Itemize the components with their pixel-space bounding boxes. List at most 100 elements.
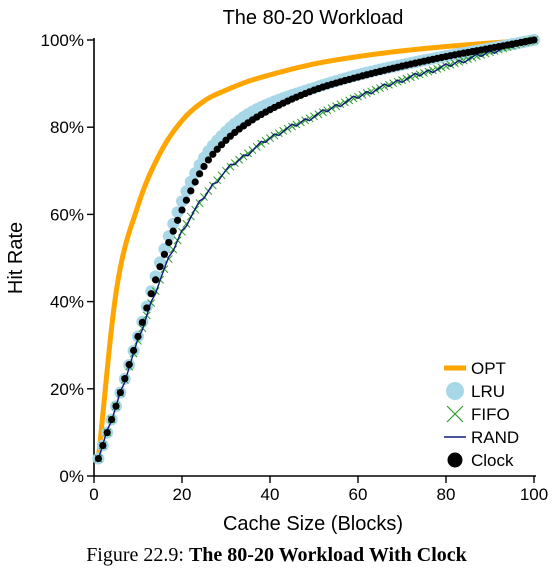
data-point-clock (156, 263, 164, 271)
data-point-lru (158, 243, 171, 256)
data-point-fifo (459, 56, 468, 65)
y-tick-label: 40% (50, 293, 84, 312)
data-point-clock (152, 276, 160, 284)
data-point-clock (187, 187, 195, 195)
series-line-opt (95, 37, 537, 462)
y-tick-label: 60% (50, 205, 84, 224)
y-axis-label: Hit Rate (5, 222, 27, 294)
series-clock (94, 36, 538, 463)
data-point-fifo (292, 120, 301, 129)
data-point-fifo (442, 62, 450, 71)
data-point-fifo (288, 122, 296, 131)
data-point-fifo (354, 92, 362, 101)
x-axis-label: Cache Size (Blocks) (223, 513, 403, 535)
data-point-clock (116, 388, 124, 397)
data-point-clock (182, 196, 190, 204)
x-tick-label: 20 (173, 485, 192, 504)
data-point-clock (160, 250, 168, 258)
chart-title: The 80-20 Workload (223, 7, 404, 29)
data-point-clock (99, 441, 107, 450)
legend-item-opt: OPT (444, 359, 506, 378)
data-point-clock (125, 360, 133, 369)
legend-swatch-fifo (446, 405, 464, 423)
data-point-clock (130, 346, 138, 355)
data-point-fifo (332, 102, 340, 111)
data-point-clock (196, 170, 204, 178)
data-point-fifo (270, 131, 279, 140)
data-point-clock (121, 375, 129, 383)
data-point-fifo (367, 87, 376, 96)
x-tick-label: 60 (349, 485, 368, 504)
legend-swatch-clock (447, 452, 463, 468)
legend-label-clock: Clock (471, 451, 514, 470)
data-point-fifo (274, 129, 283, 138)
y-tick-label: 0% (59, 467, 84, 486)
data-point-clock (178, 206, 186, 214)
chart: The 80-20 Workload Hit Rate Cache Size (… (5, 7, 549, 535)
caption-title: The 80-20 Workload With Clock (188, 544, 467, 566)
data-point-fifo (393, 77, 402, 86)
x-tick-label: 80 (437, 485, 456, 504)
data-point-clock (169, 227, 177, 235)
data-point-clock (204, 156, 212, 164)
legend-swatch-lru (446, 382, 464, 400)
data-point-fifo (446, 60, 455, 69)
data-point-fifo (239, 152, 248, 161)
data-point-fifo (336, 100, 345, 109)
data-point-clock (191, 178, 199, 186)
legend-label-fifo: FIFO (471, 405, 510, 424)
data-point-clock (213, 145, 221, 153)
data-point-clock (147, 290, 155, 298)
data-point-clock (108, 415, 116, 424)
series-line-rand (97, 38, 535, 460)
data-point-clock (112, 402, 120, 410)
x-tick-label: 40 (261, 485, 280, 504)
data-point-clock (530, 36, 538, 44)
data-point-fifo (455, 57, 464, 66)
data-point-fifo (424, 67, 433, 76)
data-point-fifo (261, 136, 270, 145)
series-opt (95, 37, 537, 462)
data-point-clock (209, 150, 217, 158)
caption-figure-label: Figure 22.9: (86, 544, 184, 566)
legend-item-fifo: FIFO (446, 405, 510, 424)
legend-label-lru: LRU (471, 382, 505, 401)
y-tick-label: 80% (50, 118, 84, 137)
data-point-fifo (301, 116, 310, 125)
data-point-clock (103, 429, 111, 437)
legend-item-rand: RAND (444, 428, 519, 447)
axes: 0 20 40 60 80 100 0% 20% 40% 60% 80% 100% (41, 31, 549, 504)
series-layer (92, 34, 540, 465)
data-point-clock (134, 332, 142, 341)
legend-item-clock: Clock (447, 451, 514, 470)
data-point-clock (94, 454, 102, 463)
data-point-fifo (362, 89, 371, 98)
x-tick-label: 0 (89, 485, 98, 504)
data-point-fifo (428, 66, 437, 75)
data-point-clock (143, 304, 151, 312)
data-point-fifo (318, 108, 327, 117)
data-point-fifo (415, 70, 424, 79)
data-point-clock (200, 162, 208, 171)
series-rand (97, 38, 535, 460)
data-point-fifo (349, 94, 358, 103)
legend: OPT LRU FIFO RAND Clock (444, 359, 519, 470)
data-point-clock (165, 238, 173, 247)
data-point-fifo (384, 80, 393, 89)
y-tick-label: 20% (50, 380, 84, 399)
legend-label-rand: RAND (471, 428, 519, 447)
data-point-fifo (380, 82, 389, 91)
legend-label-opt: OPT (471, 359, 506, 378)
data-point-fifo (230, 159, 239, 168)
data-point-fifo (411, 71, 420, 80)
legend-item-lru: LRU (446, 382, 505, 401)
data-point-clock (218, 141, 226, 149)
data-point-fifo (398, 76, 406, 85)
data-point-fifo (305, 114, 314, 123)
y-tick-label: 100% (41, 31, 84, 50)
data-point-fifo (323, 106, 332, 115)
figure-caption: Figure 22.9: The 80-20 Workload With Clo… (0, 544, 553, 567)
data-point-clock (138, 318, 146, 326)
x-tick-label: 100 (520, 485, 548, 504)
data-point-clock (174, 216, 182, 224)
